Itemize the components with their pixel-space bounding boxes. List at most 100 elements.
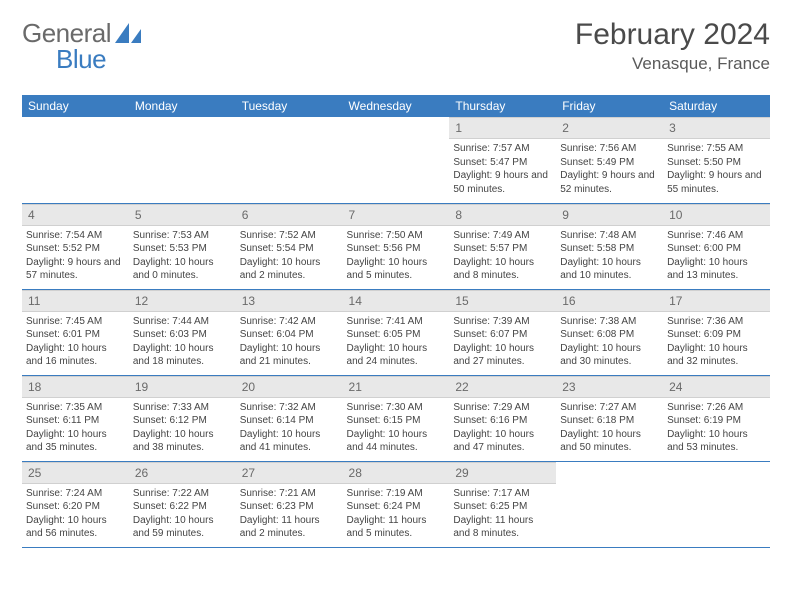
calendar-cell: 9Sunrise: 7:48 AMSunset: 5:58 PMDaylight… — [556, 203, 663, 289]
calendar-cell — [129, 117, 236, 203]
day-details: Sunrise: 7:26 AMSunset: 6:19 PMDaylight:… — [663, 398, 770, 459]
day-details: Sunrise: 7:49 AMSunset: 5:57 PMDaylight:… — [449, 226, 556, 287]
calendar-cell: 11Sunrise: 7:45 AMSunset: 6:01 PMDayligh… — [22, 289, 129, 375]
weekday-header: Tuesday — [236, 95, 343, 117]
day-details: Sunrise: 7:22 AMSunset: 6:22 PMDaylight:… — [129, 484, 236, 545]
calendar-cell: 19Sunrise: 7:33 AMSunset: 6:12 PMDayligh… — [129, 375, 236, 461]
day-number: 13 — [236, 290, 343, 312]
day-details: Sunrise: 7:19 AMSunset: 6:24 PMDaylight:… — [343, 484, 450, 545]
calendar-cell: 12Sunrise: 7:44 AMSunset: 6:03 PMDayligh… — [129, 289, 236, 375]
day-details: Sunrise: 7:44 AMSunset: 6:03 PMDaylight:… — [129, 312, 236, 373]
day-details: Sunrise: 7:35 AMSunset: 6:11 PMDaylight:… — [22, 398, 129, 459]
day-details: Sunrise: 7:41 AMSunset: 6:05 PMDaylight:… — [343, 312, 450, 373]
day-number: 23 — [556, 376, 663, 398]
weekday-header: Wednesday — [343, 95, 450, 117]
day-number: 28 — [343, 462, 450, 484]
calendar-body: 1Sunrise: 7:57 AMSunset: 5:47 PMDaylight… — [22, 117, 770, 547]
calendar-cell: 23Sunrise: 7:27 AMSunset: 6:18 PMDayligh… — [556, 375, 663, 461]
day-number: 29 — [449, 462, 556, 484]
calendar-cell: 1Sunrise: 7:57 AMSunset: 5:47 PMDaylight… — [449, 117, 556, 203]
calendar-cell — [343, 117, 450, 203]
weekday-header: Monday — [129, 95, 236, 117]
day-details: Sunrise: 7:53 AMSunset: 5:53 PMDaylight:… — [129, 226, 236, 287]
calendar-row: 4Sunrise: 7:54 AMSunset: 5:52 PMDaylight… — [22, 203, 770, 289]
sail-icon — [115, 23, 141, 45]
weekday-header: Sunday — [22, 95, 129, 117]
day-details: Sunrise: 7:24 AMSunset: 6:20 PMDaylight:… — [22, 484, 129, 545]
calendar-cell: 25Sunrise: 7:24 AMSunset: 6:20 PMDayligh… — [22, 461, 129, 547]
day-number: 5 — [129, 204, 236, 226]
weekday-header: Thursday — [449, 95, 556, 117]
calendar-cell — [556, 461, 663, 547]
day-details: Sunrise: 7:45 AMSunset: 6:01 PMDaylight:… — [22, 312, 129, 373]
day-details: Sunrise: 7:50 AMSunset: 5:56 PMDaylight:… — [343, 226, 450, 287]
calendar-cell: 22Sunrise: 7:29 AMSunset: 6:16 PMDayligh… — [449, 375, 556, 461]
calendar-cell: 24Sunrise: 7:26 AMSunset: 6:19 PMDayligh… — [663, 375, 770, 461]
day-number: 17 — [663, 290, 770, 312]
day-details: Sunrise: 7:57 AMSunset: 5:47 PMDaylight:… — [449, 139, 556, 200]
day-number: 14 — [343, 290, 450, 312]
calendar-cell — [236, 117, 343, 203]
calendar-cell — [663, 461, 770, 547]
calendar-cell: 8Sunrise: 7:49 AMSunset: 5:57 PMDaylight… — [449, 203, 556, 289]
calendar-row: 11Sunrise: 7:45 AMSunset: 6:01 PMDayligh… — [22, 289, 770, 375]
day-number: 21 — [343, 376, 450, 398]
calendar-cell: 4Sunrise: 7:54 AMSunset: 5:52 PMDaylight… — [22, 203, 129, 289]
day-number: 11 — [22, 290, 129, 312]
calendar-cell: 27Sunrise: 7:21 AMSunset: 6:23 PMDayligh… — [236, 461, 343, 547]
calendar-cell — [22, 117, 129, 203]
day-details: Sunrise: 7:52 AMSunset: 5:54 PMDaylight:… — [236, 226, 343, 287]
calendar-row: 18Sunrise: 7:35 AMSunset: 6:11 PMDayligh… — [22, 375, 770, 461]
day-details: Sunrise: 7:48 AMSunset: 5:58 PMDaylight:… — [556, 226, 663, 287]
calendar-cell: 14Sunrise: 7:41 AMSunset: 6:05 PMDayligh… — [343, 289, 450, 375]
title-block: February 2024 Venasque, France — [575, 18, 770, 74]
calendar-cell: 7Sunrise: 7:50 AMSunset: 5:56 PMDaylight… — [343, 203, 450, 289]
day-details: Sunrise: 7:46 AMSunset: 6:00 PMDaylight:… — [663, 226, 770, 287]
day-details: Sunrise: 7:36 AMSunset: 6:09 PMDaylight:… — [663, 312, 770, 373]
calendar-cell: 17Sunrise: 7:36 AMSunset: 6:09 PMDayligh… — [663, 289, 770, 375]
calendar-cell: 3Sunrise: 7:55 AMSunset: 5:50 PMDaylight… — [663, 117, 770, 203]
day-number: 22 — [449, 376, 556, 398]
day-number: 9 — [556, 204, 663, 226]
day-number: 15 — [449, 290, 556, 312]
day-number: 6 — [236, 204, 343, 226]
day-number: 2 — [556, 117, 663, 139]
day-number: 3 — [663, 117, 770, 139]
calendar-cell: 16Sunrise: 7:38 AMSunset: 6:08 PMDayligh… — [556, 289, 663, 375]
day-details: Sunrise: 7:30 AMSunset: 6:15 PMDaylight:… — [343, 398, 450, 459]
day-details: Sunrise: 7:56 AMSunset: 5:49 PMDaylight:… — [556, 139, 663, 200]
day-number: 20 — [236, 376, 343, 398]
day-number: 7 — [343, 204, 450, 226]
weekday-header: Saturday — [663, 95, 770, 117]
day-details: Sunrise: 7:29 AMSunset: 6:16 PMDaylight:… — [449, 398, 556, 459]
day-details: Sunrise: 7:54 AMSunset: 5:52 PMDaylight:… — [22, 226, 129, 287]
day-number: 12 — [129, 290, 236, 312]
calendar-cell: 21Sunrise: 7:30 AMSunset: 6:15 PMDayligh… — [343, 375, 450, 461]
brand-part2: Blue — [56, 44, 106, 75]
calendar-cell: 6Sunrise: 7:52 AMSunset: 5:54 PMDaylight… — [236, 203, 343, 289]
day-details: Sunrise: 7:27 AMSunset: 6:18 PMDaylight:… — [556, 398, 663, 459]
day-details: Sunrise: 7:21 AMSunset: 6:23 PMDaylight:… — [236, 484, 343, 545]
calendar-cell: 28Sunrise: 7:19 AMSunset: 6:24 PMDayligh… — [343, 461, 450, 547]
calendar-cell: 20Sunrise: 7:32 AMSunset: 6:14 PMDayligh… — [236, 375, 343, 461]
day-details: Sunrise: 7:33 AMSunset: 6:12 PMDaylight:… — [129, 398, 236, 459]
calendar-cell: 10Sunrise: 7:46 AMSunset: 6:00 PMDayligh… — [663, 203, 770, 289]
calendar-row: 25Sunrise: 7:24 AMSunset: 6:20 PMDayligh… — [22, 461, 770, 547]
day-number: 18 — [22, 376, 129, 398]
day-number: 16 — [556, 290, 663, 312]
day-number: 1 — [449, 117, 556, 139]
day-number: 10 — [663, 204, 770, 226]
calendar-cell: 18Sunrise: 7:35 AMSunset: 6:11 PMDayligh… — [22, 375, 129, 461]
day-details: Sunrise: 7:32 AMSunset: 6:14 PMDaylight:… — [236, 398, 343, 459]
calendar-row: 1Sunrise: 7:57 AMSunset: 5:47 PMDaylight… — [22, 117, 770, 203]
weekday-header: Friday — [556, 95, 663, 117]
calendar-cell: 26Sunrise: 7:22 AMSunset: 6:22 PMDayligh… — [129, 461, 236, 547]
day-details: Sunrise: 7:39 AMSunset: 6:07 PMDaylight:… — [449, 312, 556, 373]
day-details: Sunrise: 7:42 AMSunset: 6:04 PMDaylight:… — [236, 312, 343, 373]
location: Venasque, France — [575, 54, 770, 74]
day-details: Sunrise: 7:17 AMSunset: 6:25 PMDaylight:… — [449, 484, 556, 545]
day-number: 8 — [449, 204, 556, 226]
calendar-head: SundayMondayTuesdayWednesdayThursdayFrid… — [22, 95, 770, 117]
calendar-cell: 5Sunrise: 7:53 AMSunset: 5:53 PMDaylight… — [129, 203, 236, 289]
day-details: Sunrise: 7:38 AMSunset: 6:08 PMDaylight:… — [556, 312, 663, 373]
